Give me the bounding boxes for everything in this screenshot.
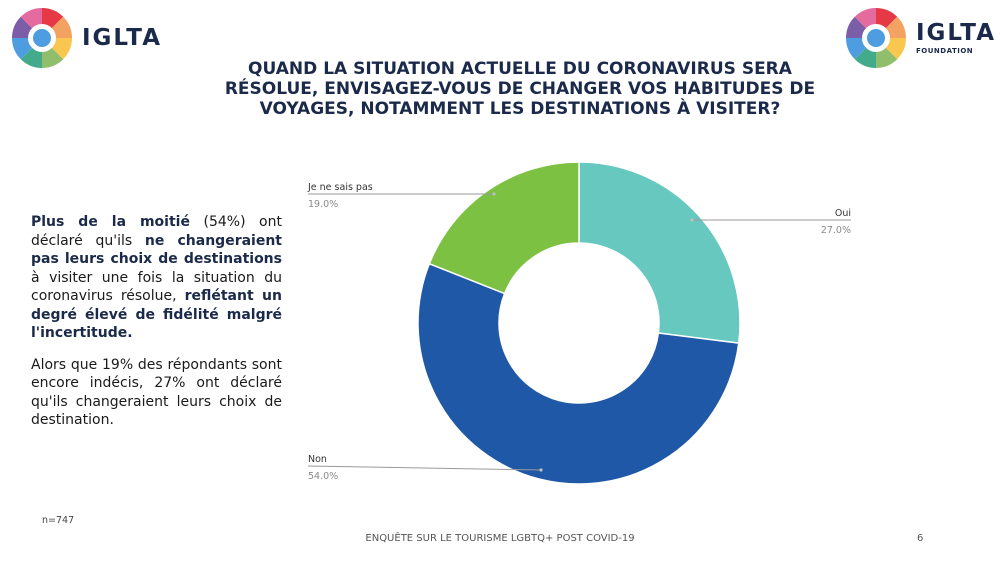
- title-line: RÉSOLUE, ENVISAGEZ-VOUS DE CHANGER VOS H…: [224, 79, 816, 99]
- emphasis: ne changeraient pas leurs choix de desti…: [31, 232, 282, 268]
- emblem-segment: [846, 16, 867, 38]
- emblem-segment: [42, 8, 64, 29]
- summary-text-run: (54%) ont déclaré qu'ils: [31, 214, 282, 249]
- slice-percent-label: 19.0%: [308, 199, 338, 210]
- leader-dot: [492, 192, 496, 196]
- emblem-segment: [51, 16, 72, 38]
- summary-paragraph-1: Plus de la moitié (54%) ont déclaré qu'i…: [31, 213, 282, 343]
- slice-label: Oui: [835, 208, 851, 219]
- slice-oui: [578, 161, 741, 345]
- slice-percent-label: 54.0%: [308, 471, 338, 482]
- emblem-segment: [854, 8, 876, 29]
- emblem-segment: [876, 8, 898, 29]
- leader-dot: [539, 468, 543, 472]
- emblem-segment: [854, 47, 876, 68]
- summary-text-run: à visiter une fois la situation du coron…: [31, 269, 282, 305]
- emblem-segment: [42, 47, 64, 68]
- emphasis: Plus de la moitié: [31, 214, 190, 230]
- iglta-foundation-logo: IGLTA FOUNDATION: [844, 6, 996, 70]
- emblem-segment: [12, 38, 33, 60]
- emblem-segment: [20, 47, 42, 68]
- emblem-globe: [33, 29, 51, 47]
- page-number: 6: [917, 533, 924, 544]
- logo-subtitle: FOUNDATION: [916, 46, 974, 55]
- logo-wordmark: IGLTA: [916, 19, 996, 46]
- iglta-foundation-emblem-icon: [846, 8, 906, 68]
- sample-size: n=747: [42, 515, 75, 526]
- iglta-emblem-icon: [12, 8, 72, 68]
- slice-non: [417, 262, 740, 485]
- slice-label: Je ne sais pas: [307, 182, 373, 193]
- title-line: QUAND LA SITUATION ACTUELLE DU CORONAVIR…: [248, 59, 792, 79]
- title-line: VOYAGES, NOTAMMENT LES DESTINATIONS À VI…: [259, 99, 781, 119]
- emblem-segment: [12, 16, 33, 38]
- footer-title: ENQUÊTE SUR LE TOURISME LGBTQ+ POST COVI…: [365, 533, 635, 544]
- emblem-segment: [20, 8, 42, 29]
- leader-dot: [690, 218, 694, 222]
- summary-text: Plus de la moitié (54%) ont déclaré qu'i…: [31, 213, 282, 443]
- emblem-segment: [846, 38, 867, 60]
- iglta-logo: IGLTA: [10, 6, 162, 70]
- leader-line: [307, 465, 542, 471]
- logo-wordmark: IGLTA: [82, 24, 162, 51]
- emblem-segment: [885, 38, 906, 60]
- slide-title: QUAND LA SITUATION ACTUELLE DU CORONAVIR…: [180, 59, 860, 119]
- emblem-segment: [51, 38, 72, 60]
- emblem-globe: [867, 29, 885, 47]
- emblem-segment: [876, 47, 898, 68]
- slice-label: Non: [308, 454, 327, 465]
- emblem-segment: [885, 16, 906, 38]
- summary-paragraph-2: Alors que 19% des répondants sont encore…: [31, 356, 282, 429]
- emphasis: reflétant un degré élevé de fidélité mal…: [31, 288, 282, 341]
- slice-percent-label: 27.0%: [821, 225, 851, 236]
- slice-je-ne-sais-pas: [428, 161, 580, 295]
